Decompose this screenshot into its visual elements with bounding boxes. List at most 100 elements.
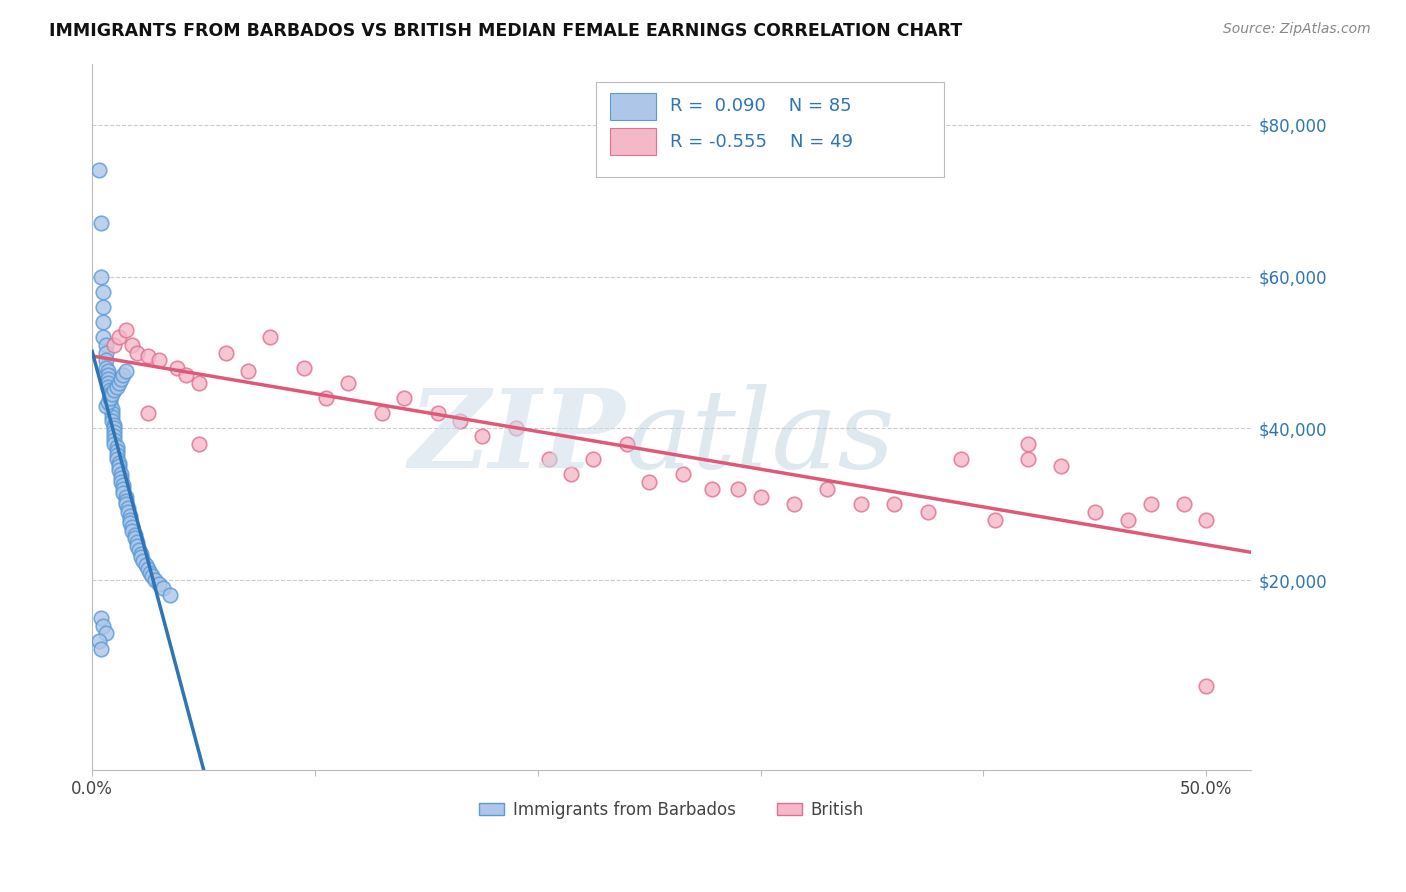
Point (616, 436, 638, 450)
Point (129, 550, 152, 565)
Point (152, 581, 174, 595)
Point (103, 384, 125, 398)
Point (98, 391, 121, 405)
Point (101, 402, 124, 417)
Point (917, 505, 939, 519)
Point (94, 399, 117, 413)
Point (98, 387, 121, 401)
Point (1050, 459, 1073, 474)
Point (141, 569, 163, 583)
Point (148, 577, 170, 591)
Point (101, 406, 124, 420)
Point (1084, 505, 1107, 519)
Point (105, 451, 128, 466)
Point (121, 520, 143, 534)
Point (98, 395, 121, 409)
Point (91, 315, 114, 329)
Point (112, 486, 135, 500)
Point (98, 391, 121, 405)
Point (118, 516, 141, 531)
Text: R = -0.555    N = 49: R = -0.555 N = 49 (671, 133, 853, 151)
Point (188, 376, 211, 390)
Point (110, 475, 132, 489)
Point (94, 360, 117, 375)
Point (97, 364, 120, 378)
Point (672, 467, 695, 481)
Point (817, 482, 839, 496)
Point (143, 573, 166, 587)
Text: atlas: atlas (626, 384, 894, 492)
Point (91, 619, 114, 633)
Text: ZIP: ZIP (409, 384, 626, 492)
Point (114, 493, 136, 508)
Point (1017, 436, 1039, 450)
Point (121, 338, 143, 352)
Point (101, 410, 124, 425)
Point (426, 406, 449, 420)
Point (129, 547, 152, 561)
Point (90, 217, 112, 231)
Point (136, 562, 159, 576)
Text: IMMIGRANTS FROM BARBADOS VS BRITISH MEDIAN FEMALE EARNINGS CORRELATION CHART: IMMIGRANTS FROM BARBADOS VS BRITISH MEDI… (49, 22, 963, 40)
Point (136, 406, 159, 420)
Point (97, 395, 120, 409)
Point (91, 285, 114, 299)
Point (1195, 680, 1218, 694)
Point (560, 467, 582, 481)
Point (112, 482, 135, 496)
Point (950, 451, 973, 466)
Point (108, 330, 131, 344)
Point (582, 451, 605, 466)
Point (392, 391, 415, 405)
Point (114, 497, 136, 511)
Point (188, 436, 211, 450)
Point (94, 353, 117, 368)
Point (1139, 497, 1161, 511)
Point (292, 360, 315, 375)
Point (103, 417, 125, 432)
Point (94, 345, 117, 359)
Point (91, 300, 114, 314)
Point (121, 524, 143, 538)
Point (124, 527, 146, 541)
Legend: Immigrants from Barbados, British: Immigrants from Barbados, British (472, 794, 870, 825)
Point (87, 634, 110, 648)
Point (135, 558, 157, 572)
Point (159, 589, 181, 603)
Point (1017, 451, 1039, 466)
Point (103, 425, 125, 440)
Point (471, 429, 494, 443)
Point (103, 421, 125, 435)
Point (139, 566, 162, 580)
Point (215, 345, 238, 359)
Point (94, 626, 117, 640)
Point (849, 497, 872, 511)
Point (337, 376, 360, 390)
Point (90, 611, 112, 625)
Point (505, 421, 527, 435)
Point (727, 482, 749, 496)
Point (103, 433, 125, 447)
FancyBboxPatch shape (610, 93, 657, 120)
Point (638, 475, 661, 489)
Point (103, 436, 125, 450)
Point (125, 345, 148, 359)
Point (124, 532, 146, 546)
Point (108, 459, 131, 474)
Point (98, 384, 121, 398)
Point (1116, 512, 1139, 526)
Point (315, 391, 337, 405)
Point (236, 364, 259, 378)
Point (174, 368, 197, 383)
Point (125, 535, 148, 549)
Point (117, 505, 139, 519)
Point (98, 399, 121, 413)
Point (537, 451, 560, 466)
Point (118, 508, 141, 523)
Point (114, 323, 136, 337)
Point (883, 497, 905, 511)
Point (110, 372, 132, 386)
Point (118, 512, 141, 526)
Point (97, 376, 120, 390)
Point (105, 444, 128, 458)
